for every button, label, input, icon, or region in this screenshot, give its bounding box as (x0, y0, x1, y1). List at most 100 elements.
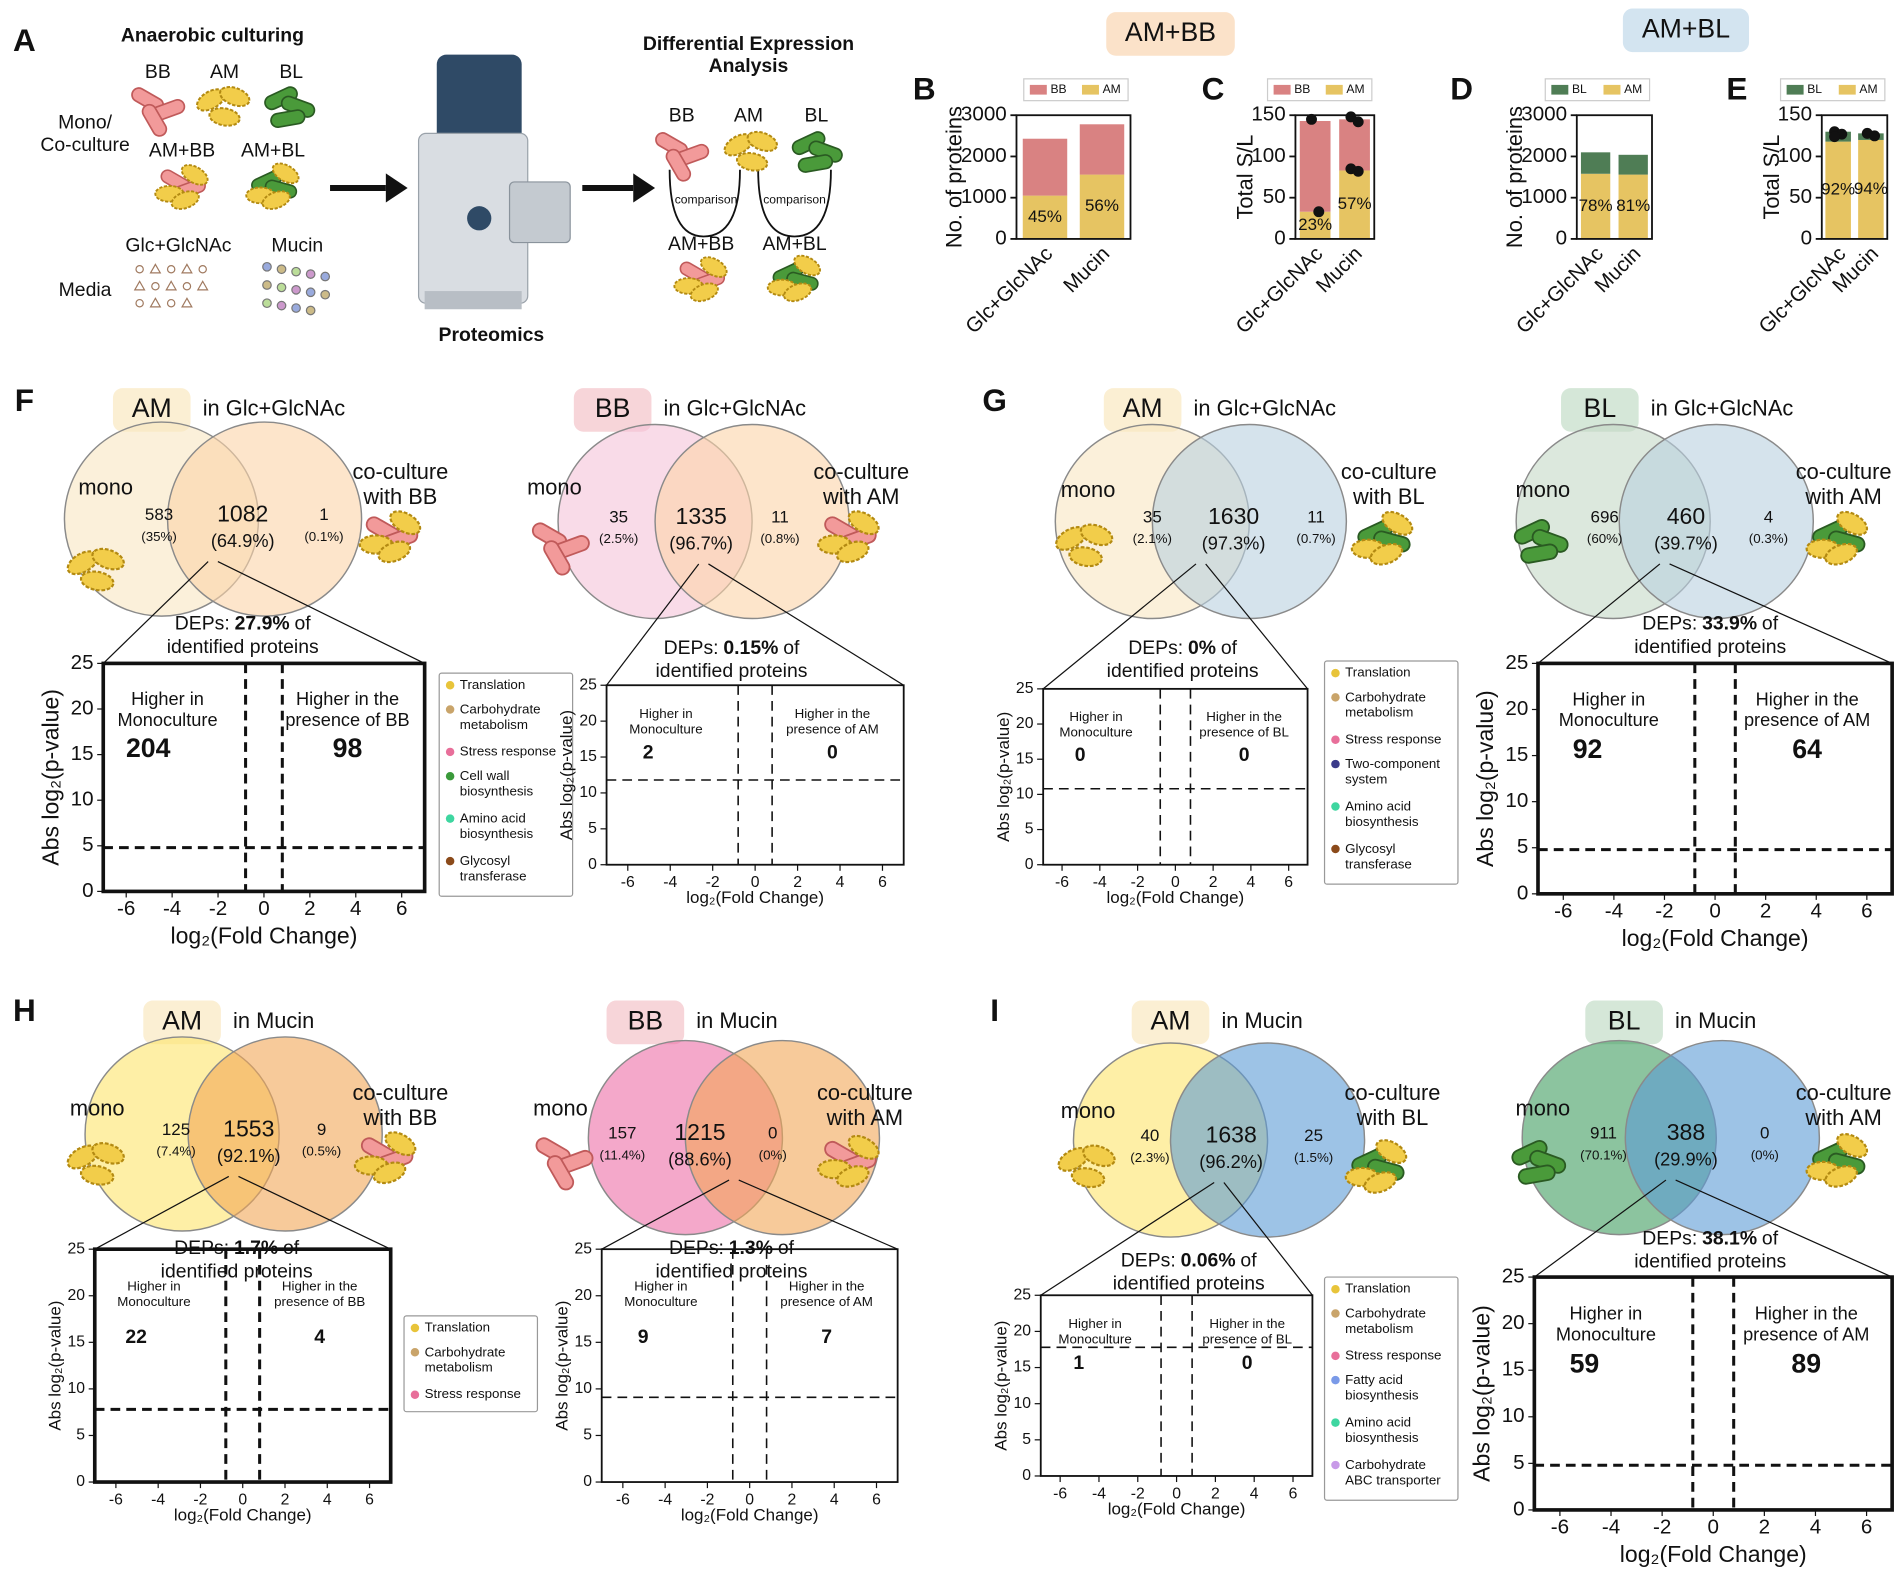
x-axis-label: log₂(Fold Change) (170, 923, 357, 949)
legend-label: Carbohydrate metabolism (1345, 689, 1426, 719)
plot-frame (1536, 661, 1894, 896)
text-line: co-culture (813, 459, 909, 484)
text-line: presence of BL (1199, 724, 1289, 739)
y-axis-label: Abs log₂(p-value) (37, 689, 63, 866)
deps-suffix: of (294, 613, 311, 635)
count-label: 9 (638, 1326, 649, 1348)
bar-segment (1339, 119, 1370, 171)
text-line: ABC transporter (1345, 1472, 1441, 1487)
legend-marker (1331, 1284, 1340, 1294)
legend-marker (445, 771, 455, 781)
plot-frame (1820, 114, 1889, 240)
media-particle (182, 281, 192, 291)
x-tick-label: 4 (1810, 1516, 1821, 1539)
deps-line: DEPs: 27.9% of (175, 613, 311, 635)
venn-count: 125 (162, 1120, 190, 1139)
condition-label: in Mucin (696, 1008, 777, 1033)
y-tick-label: 150 (1251, 103, 1285, 126)
organism-label: BB (628, 1005, 664, 1035)
count-label: 59 (1570, 1349, 1600, 1379)
venn-count: 1 (319, 505, 328, 524)
x-tick-label: -6 (117, 897, 135, 920)
panel-letter: I (990, 992, 999, 1028)
legend-marker (1331, 1351, 1340, 1361)
text-line: with AM (822, 484, 899, 509)
venn-percent: (7.4%) (156, 1144, 195, 1159)
legend-box (1544, 78, 1651, 102)
x-axis-label: log₂(Fold Change) (1622, 925, 1809, 951)
workflow-arrows (330, 173, 656, 203)
replicate-point (1869, 130, 1881, 142)
am-cell (1068, 546, 1103, 568)
organism-box (112, 388, 191, 432)
label: Mucin (271, 234, 323, 256)
plot-frame (605, 684, 905, 866)
y-tick-label: 20 (1014, 1323, 1032, 1340)
x-tick-label: -4 (151, 1491, 165, 1508)
y-tick-label: 10 (579, 784, 597, 801)
panel-letter: E (1726, 70, 1747, 106)
venn-percent: (0.8%) (760, 531, 799, 546)
legend-marker (1331, 735, 1340, 745)
bacteria-icon (196, 85, 251, 127)
media-particle (305, 287, 316, 298)
venn-label: co-culture with BB (352, 459, 448, 509)
deps-line: identified proteins (655, 1260, 807, 1282)
y-axis-label: No. of proteins (1502, 106, 1527, 248)
text-line: presence of AM (786, 721, 879, 736)
y-tick-label: 15 (579, 748, 597, 765)
legend-box (1023, 78, 1129, 102)
annotation: Higher in the presence of AM (786, 705, 879, 735)
bacteria-icon (245, 162, 300, 210)
plot-frame (1294, 114, 1376, 240)
venn-count: 696 (1591, 507, 1619, 526)
y-tick-label: 25 (1016, 680, 1034, 697)
y-tick-label: 0 (76, 1473, 85, 1490)
y-tick-label: 20 (71, 696, 94, 719)
legend-box (438, 672, 574, 897)
media-particle (149, 263, 162, 274)
x-tick-label: -4 (663, 874, 677, 891)
media-particle (320, 289, 331, 300)
connector (708, 563, 905, 686)
deps-line: DEPs: 38.1% of (1642, 1228, 1778, 1250)
bacteria-icon (535, 1137, 594, 1191)
am-cell (1836, 1133, 1869, 1158)
bar-segment (1299, 211, 1331, 239)
text-line: Higher in (131, 689, 204, 709)
legend-label: BL (1572, 82, 1587, 96)
replicate-point (1352, 116, 1364, 128)
y-tick-label: 0 (1025, 856, 1034, 873)
deps-line: identified proteins (167, 636, 319, 658)
media-particle (276, 282, 287, 293)
count-label: 22 (125, 1326, 147, 1348)
venn-percent: (97.3%) (1202, 533, 1266, 553)
venn-circle (187, 1036, 383, 1232)
deps-suffix: of (1221, 637, 1238, 659)
connector (601, 1179, 730, 1250)
deps-value: 0.06% (1181, 1249, 1236, 1271)
text-line: with AM (1804, 484, 1881, 509)
x-tick-label: 0 (751, 874, 760, 891)
legend-swatch (1786, 84, 1804, 95)
legend-marker (410, 1348, 420, 1357)
deps-suffix: of (1762, 1228, 1779, 1250)
x-tick-label: -6 (1554, 899, 1572, 922)
x-tick-label: 2 (788, 1491, 797, 1508)
legend-label: Carbohydrate metabolism (1345, 1305, 1426, 1335)
y-tick-label: 0 (588, 856, 597, 873)
y-tick-label: 15 (1502, 1358, 1525, 1381)
label: AM (734, 105, 763, 127)
venn-percent: (0.1%) (304, 529, 343, 544)
venn-percent: (11.4%) (599, 1147, 645, 1162)
y-tick-label: 25 (71, 651, 94, 674)
x-tick-label: 2 (304, 897, 315, 920)
media-particle (166, 264, 176, 274)
venn-circle (1169, 1042, 1366, 1238)
text-line: Co-culture (40, 134, 129, 156)
legend: BL AM (1544, 78, 1651, 102)
instrument-illustration (417, 54, 571, 310)
venn-label: mono (1516, 477, 1571, 502)
text-line: co-culture (352, 459, 448, 484)
legend-box (403, 1315, 539, 1413)
